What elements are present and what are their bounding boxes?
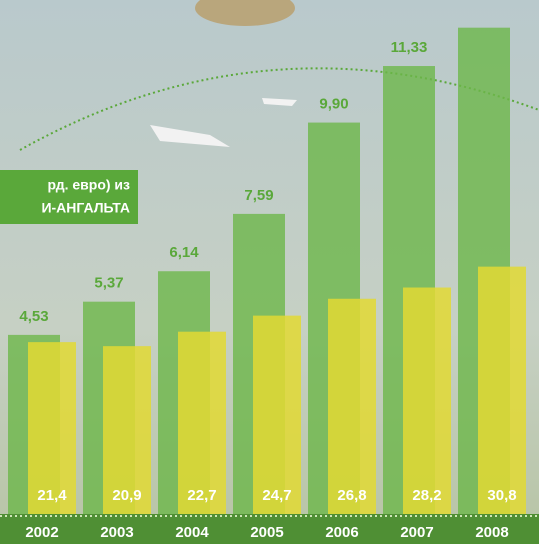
value-label: 11,33 [391, 39, 428, 56]
value-label: 30,8 [487, 487, 516, 504]
value-label: 24,7 [262, 487, 291, 504]
value-label: 6,14 [169, 244, 199, 261]
x-tick-label: 2004 [175, 524, 209, 541]
bar [478, 267, 526, 514]
value-label: 20,9 [112, 487, 141, 504]
value-label: 26,8 [337, 487, 366, 504]
value-label: 9,90 [319, 96, 348, 113]
value-label: 22,7 [187, 487, 216, 504]
x-tick-label: 2005 [250, 524, 283, 541]
x-tick-label: 2006 [325, 524, 358, 541]
value-label: 21,4 [37, 487, 67, 504]
title-line: рд. евро) из [48, 177, 131, 193]
x-tick-label: 2007 [400, 524, 433, 541]
x-tick-label: 2008 [475, 524, 508, 541]
x-tick-label: 2003 [100, 524, 133, 541]
value-label: 7,59 [244, 187, 273, 204]
value-label: 4,53 [19, 308, 48, 325]
x-tick-label: 2002 [25, 524, 58, 541]
chart: рд. евро) из И-АНГАЛЬТА 2002 2003 2004 2005… [0, 0, 539, 544]
value-label: 28,2 [412, 487, 441, 504]
value-label: 5,37 [94, 275, 123, 292]
title-line: И-АНГАЛЬТА [41, 200, 130, 216]
bar [403, 288, 451, 514]
bar [253, 316, 301, 514]
bar [328, 299, 376, 514]
